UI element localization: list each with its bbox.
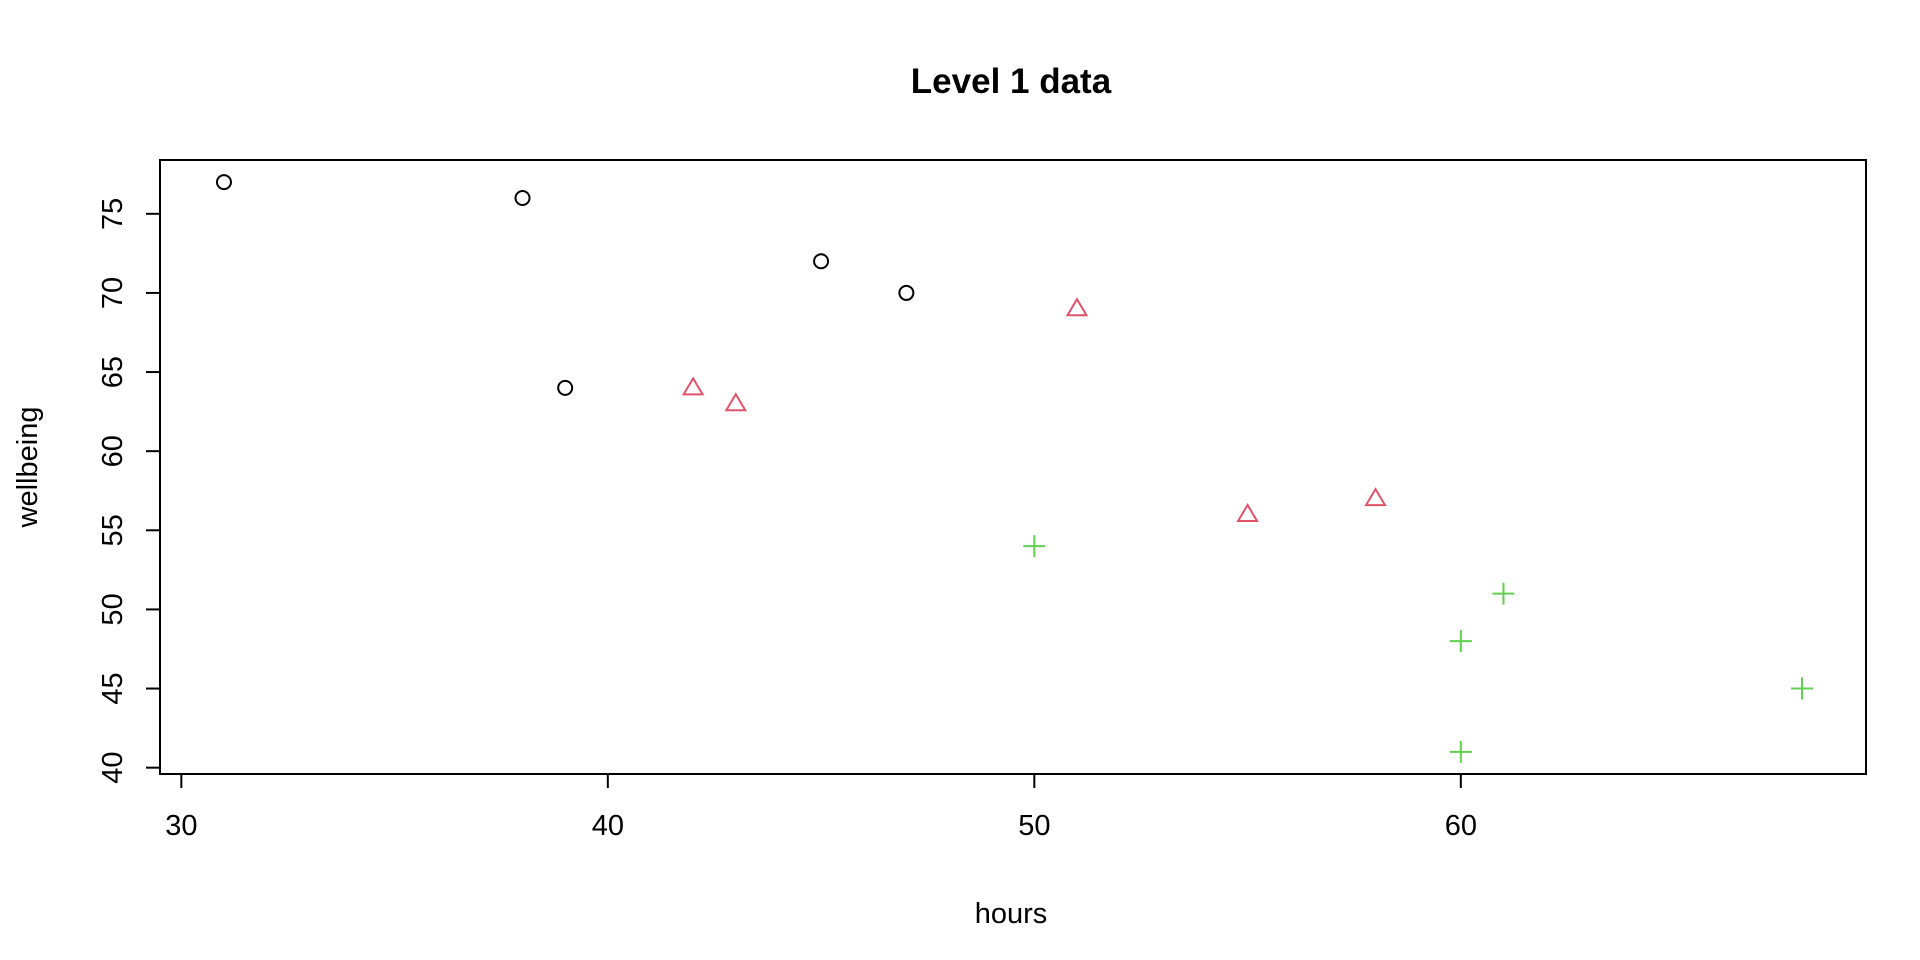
y-tick-label: 40	[97, 752, 129, 784]
y-axis: 40 45 50 55 60 65 70 75	[97, 198, 161, 784]
y-tick-label: 45	[97, 672, 129, 704]
y-tick-label: 50	[97, 593, 129, 625]
y-tick-label: 60	[97, 435, 129, 467]
data-point-plus	[1492, 582, 1515, 605]
data-point-triangle	[1065, 297, 1089, 317]
x-axis: 30 40 50 60	[165, 773, 1477, 842]
data-point-circle	[898, 284, 915, 301]
data-points	[215, 174, 1814, 763]
data-point-circle	[557, 379, 574, 396]
y-tick-label: 55	[97, 514, 129, 546]
chart-title: Level 1 data	[911, 62, 1112, 101]
data-point-circle	[813, 253, 830, 270]
data-point-plus	[1449, 740, 1472, 763]
data-point-plus	[1791, 677, 1814, 700]
y-tick-label: 75	[97, 198, 129, 230]
x-tick-label: 60	[1445, 810, 1477, 842]
x-tick-label: 50	[1018, 810, 1050, 842]
x-axis-label: hours	[975, 898, 1048, 930]
data-point-triangle	[724, 392, 748, 412]
x-tick-label: 30	[165, 810, 197, 842]
y-tick-label: 65	[97, 356, 129, 388]
x-tick-label: 40	[592, 810, 624, 842]
y-axis-label: wellbeing	[12, 407, 44, 529]
data-point-triangle	[681, 376, 705, 396]
data-point-triangle	[1364, 487, 1387, 507]
data-point-plus	[1023, 535, 1046, 558]
plot-frame	[159, 159, 1867, 775]
data-point-circle	[215, 174, 232, 191]
data-point-triangle	[1236, 503, 1259, 522]
y-tick-label: 70	[97, 277, 129, 309]
data-point-circle	[514, 189, 531, 206]
data-point-plus	[1449, 630, 1472, 653]
